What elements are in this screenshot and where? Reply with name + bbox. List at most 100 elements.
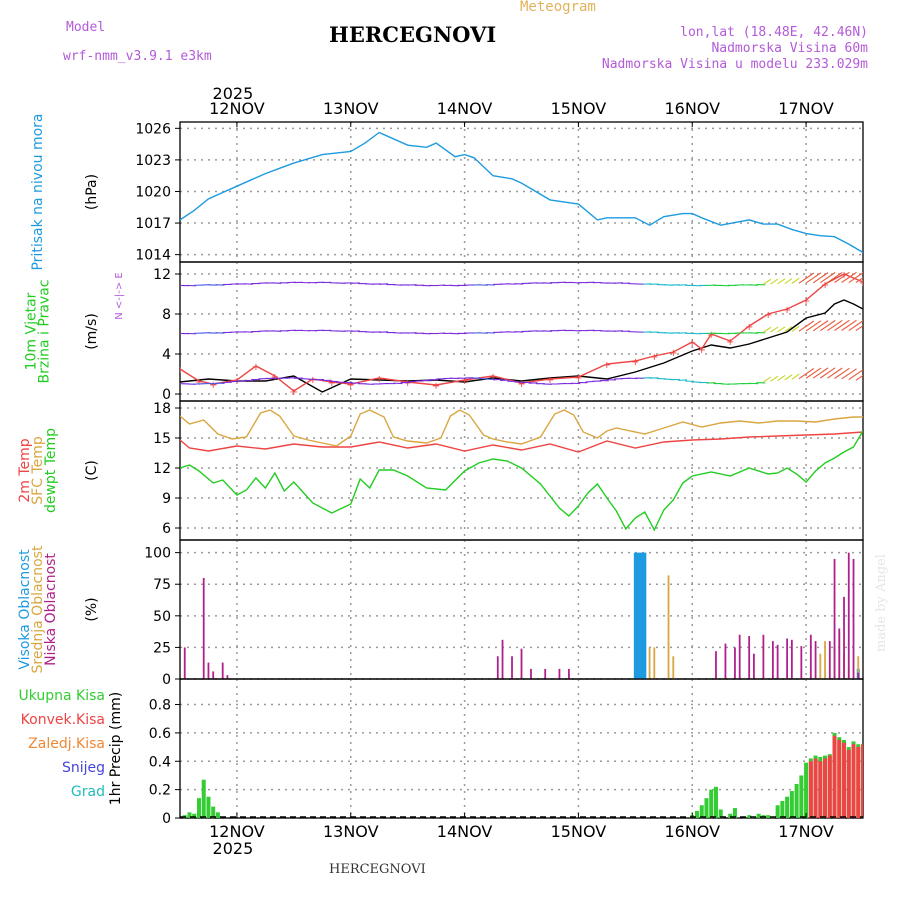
clouds-bar <box>824 641 826 679</box>
clouds-ytick-label: 50 <box>153 609 171 625</box>
page-title: HERCEGNOVI <box>329 22 497 47</box>
clouds-unit-label: (%) <box>84 597 100 621</box>
wind-vector <box>791 325 800 332</box>
precip-legend-item: Ukupna Kisa <box>18 688 105 704</box>
clouds-bar <box>724 643 727 679</box>
gust-marker: + <box>375 374 383 385</box>
temperature-ylabel: 2m Temp <box>17 438 33 502</box>
precip-bar <box>215 812 220 818</box>
clouds-bar <box>857 656 860 679</box>
wind-vector <box>862 380 863 382</box>
clouds-bar <box>843 596 845 679</box>
precip-bar <box>699 805 704 818</box>
clouds-ytick-label: 25 <box>153 640 171 656</box>
wind-vector <box>827 271 843 284</box>
clouds-bar <box>648 647 651 679</box>
precip-bar <box>709 789 714 818</box>
clouds-bar <box>501 639 504 679</box>
wind-vector <box>855 374 863 381</box>
precip-ytick-label: 0.8 <box>149 698 171 714</box>
gust-marker: + <box>271 372 279 383</box>
gust-marker: + <box>309 375 317 386</box>
clouds-bar <box>762 634 765 679</box>
wind-vector <box>763 326 772 333</box>
clouds-bar <box>226 675 229 679</box>
clouds-bar <box>207 662 210 679</box>
x-tick-label-bottom: 16NOV <box>664 822 720 841</box>
footer-title: HERCEGNOVI <box>329 862 426 877</box>
precip-bar <box>832 735 837 818</box>
gust-marker: + <box>403 378 411 389</box>
pressure-plot-area <box>180 131 863 254</box>
precip-bar <box>818 761 823 818</box>
pressure-unit-label: (hPa) <box>84 174 100 210</box>
gust-marker: + <box>688 338 696 349</box>
temperature-panel-frame <box>179 400 864 541</box>
x-tick-label-bottom: 14NOV <box>437 822 493 841</box>
wind-vector <box>862 282 863 283</box>
wind-vector <box>827 367 843 379</box>
wind-vector <box>805 272 822 284</box>
precip-bar <box>732 808 737 818</box>
wind-vector <box>798 272 815 284</box>
temperature-ylabel: SFC Temp <box>30 436 46 505</box>
pressure-ytick-label: 1020 <box>135 184 171 200</box>
temperature-ylabel: dewpt Temp <box>43 428 59 513</box>
gust-marker: + <box>603 360 611 371</box>
clouds-bar <box>771 641 774 679</box>
wind-vector <box>784 278 793 285</box>
precip-plot-area <box>182 732 863 818</box>
precip-bar <box>813 758 818 818</box>
precip-bar <box>775 805 780 818</box>
clouds-bar <box>653 647 656 679</box>
clouds-bar <box>786 638 789 679</box>
wind-vector <box>841 368 857 380</box>
precip-bar <box>206 796 211 818</box>
clouds-bar <box>715 651 717 679</box>
gust-marker: + <box>209 380 217 391</box>
wind-ytick-label: 8 <box>162 307 171 323</box>
wind-unit-label: (m/s) <box>84 313 100 350</box>
pressure-ytick-label: 1014 <box>135 248 171 264</box>
clouds-bar <box>221 662 224 679</box>
pressure-ytick-label: 1017 <box>135 216 171 232</box>
precip-bar <box>842 742 847 818</box>
wind-vector <box>848 320 863 331</box>
meteogram-label: Meteogram <box>520 0 596 15</box>
precip-bar <box>192 813 197 818</box>
wind-ytick-label: 0 <box>162 387 171 403</box>
clouds-bar <box>667 575 670 679</box>
x-tick-label-top: 14NOV <box>437 99 493 118</box>
precip-bar <box>747 815 752 818</box>
precip-bar <box>766 815 771 818</box>
wind-vector <box>812 272 829 284</box>
precip-bar <box>837 739 842 818</box>
clouds-bar <box>520 648 523 679</box>
precip-ytick-label: 0.2 <box>149 783 171 799</box>
precip-ytick-label: 0 <box>162 811 171 827</box>
gust-marker: + <box>802 296 810 307</box>
wind-vector <box>855 325 863 332</box>
wind-vector <box>820 272 836 284</box>
precip-bar <box>713 786 718 818</box>
clouds-bar <box>202 577 205 679</box>
precip-bar <box>756 813 761 818</box>
precip-bar <box>856 747 861 818</box>
clouds-bar <box>847 552 850 679</box>
wind-plot-area: +++++++++++++++++++++++++++++++++ <box>180 270 863 398</box>
gust-marker: + <box>432 381 440 392</box>
gust-marker: + <box>726 337 734 348</box>
wind-vector <box>791 277 800 284</box>
model-altitude-label: Nadmorska Visina u modelu 233.029m <box>601 57 868 72</box>
precip-bar <box>851 744 856 818</box>
x-tick-label-bottom: 15NOV <box>551 822 607 841</box>
x-tick-label-bottom: 12NOV <box>209 822 265 841</box>
wind-vector <box>763 376 772 383</box>
precip-legend-item: Konvek.Kisa <box>21 712 105 728</box>
clouds-bar <box>530 668 532 679</box>
wind-vector <box>862 330 863 331</box>
clouds-bar <box>776 644 779 679</box>
clouds-bar <box>833 558 836 679</box>
precip-bar <box>789 791 794 818</box>
